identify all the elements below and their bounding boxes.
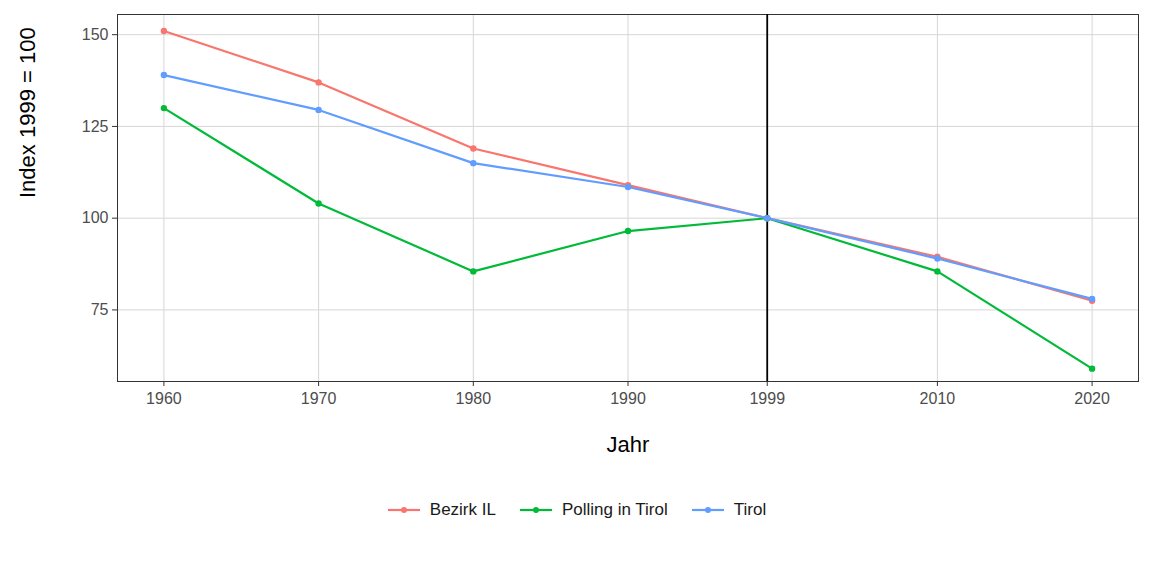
svg-text:2010: 2010: [920, 390, 956, 407]
svg-text:1990: 1990: [610, 390, 646, 407]
html-text:Polling in Tirol: Polling in Tirol: [561, 500, 668, 519]
svg-text:75: 75: [91, 301, 109, 318]
svg-text:1970: 1970: [301, 390, 337, 407]
svg-text:Index 1999 = 100: Index 1999 = 100: [15, 27, 40, 198]
svg-text:1999: 1999: [749, 390, 785, 407]
svg-text:1980: 1980: [456, 390, 492, 407]
svg-text:125: 125: [82, 118, 109, 135]
svg-text:150: 150: [82, 26, 109, 43]
svg-text:2020: 2020: [1074, 390, 1110, 407]
html-text:Bezirk IL: Bezirk IL: [429, 500, 496, 519]
svg-text:Jahr: Jahr: [607, 432, 650, 457]
svg-text:100: 100: [82, 209, 109, 226]
html-text:Tirol: Tirol: [733, 500, 767, 519]
svg-text:1960: 1960: [146, 390, 182, 407]
